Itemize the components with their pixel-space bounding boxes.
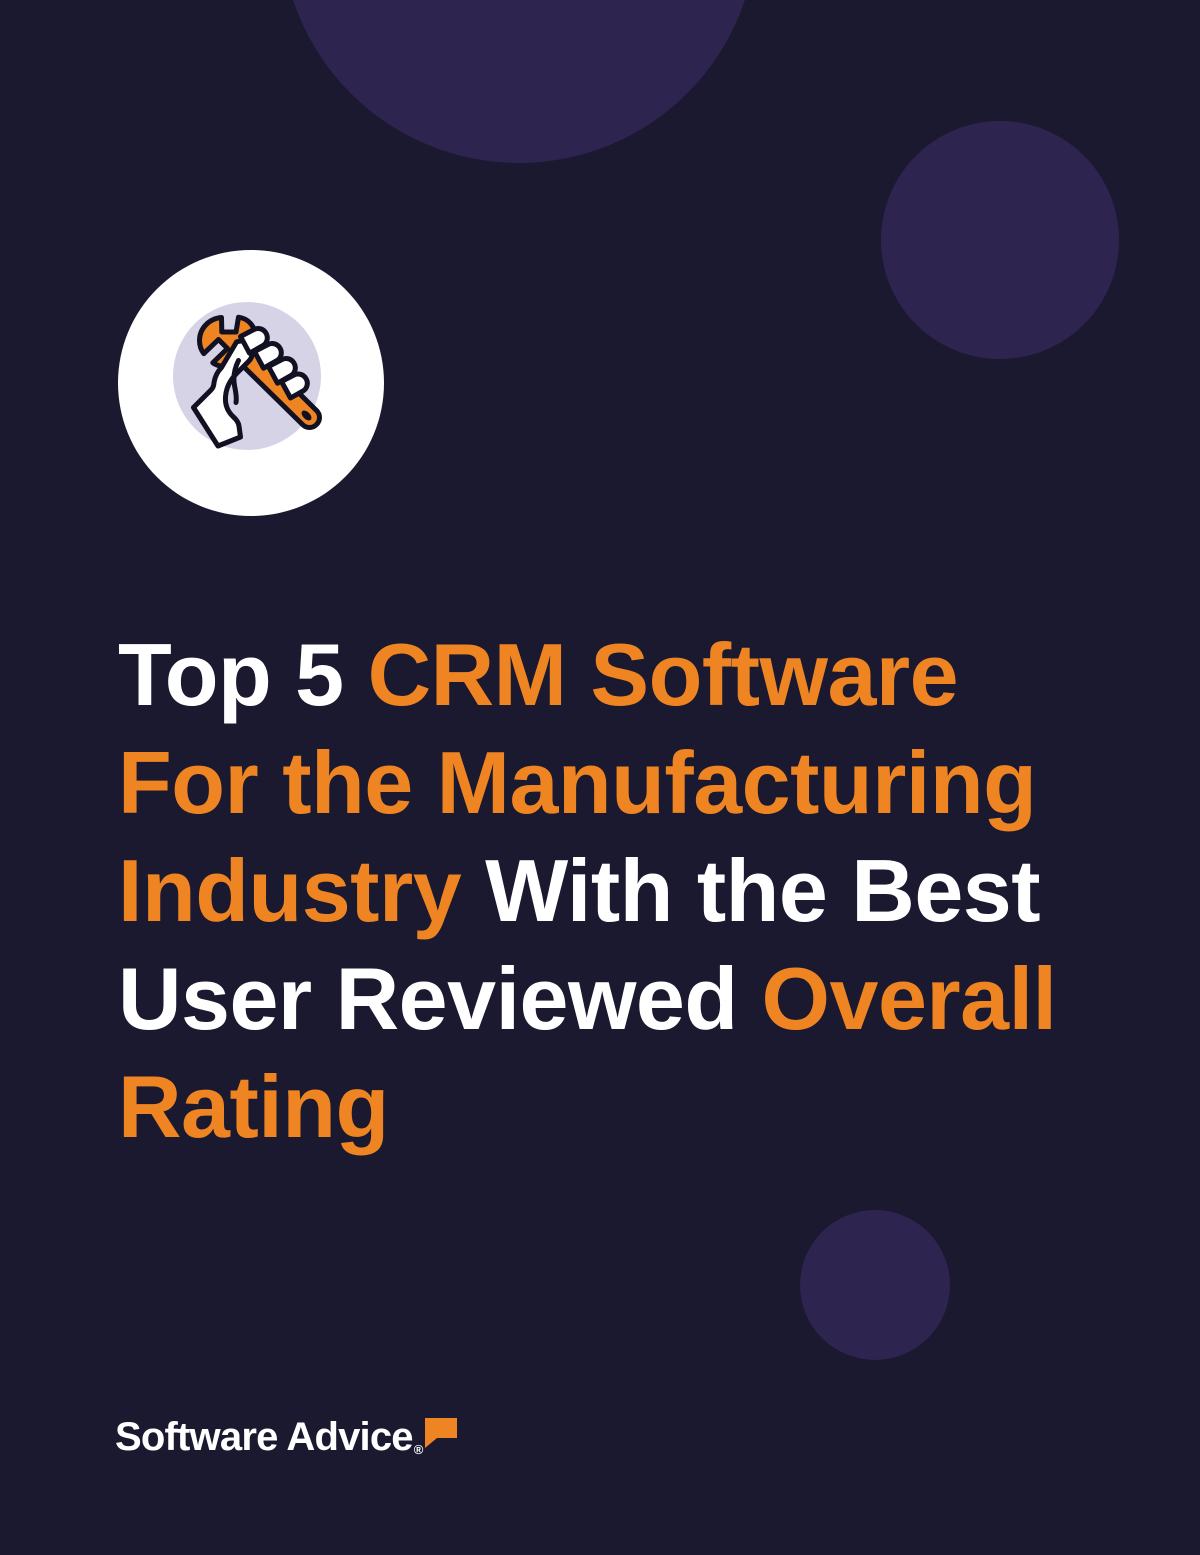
- brand-wordmark: Software Advice: [115, 1415, 414, 1459]
- speech-bubble-icon: [425, 1418, 458, 1448]
- wrench-in-hand-icon: [191, 314, 322, 449]
- brand-logo: Software Advice ®: [115, 1414, 459, 1460]
- registered-trademark-symbol: ®: [413, 1442, 424, 1457]
- title-segment-white-2: With the Best User Reviewed: [118, 840, 1041, 1048]
- page-title: Top 5 CRM Software For the Manufacturing…: [118, 621, 1118, 1161]
- decorative-circle-top: [281, 0, 757, 163]
- decorative-circle-right: [881, 121, 1119, 359]
- decorative-circle-bottom-right: [800, 1210, 950, 1360]
- hero-icon-badge: [118, 250, 384, 516]
- title-segment-orange-2: Overall Rating: [118, 948, 1057, 1156]
- title-segment-orange-1: CRM Software For the Manufacturing Indus…: [118, 624, 1037, 940]
- title-segment-white-1: Top 5: [118, 624, 368, 724]
